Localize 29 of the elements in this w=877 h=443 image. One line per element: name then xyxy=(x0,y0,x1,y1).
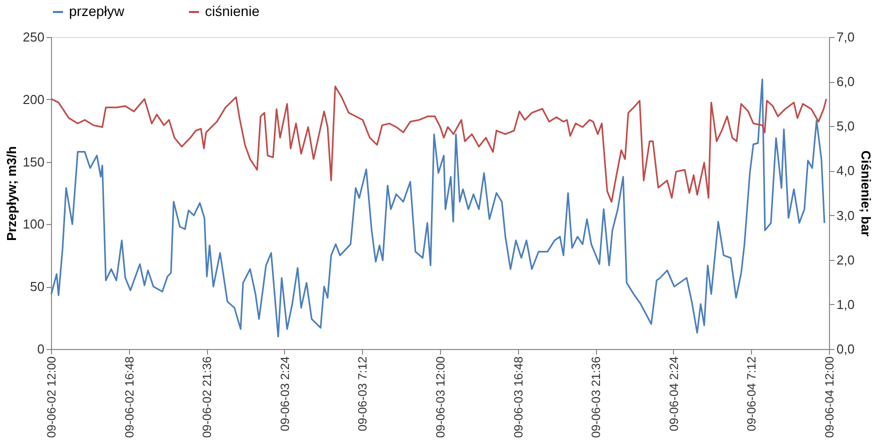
legend-label: ciśnienie xyxy=(205,3,260,19)
y2-tick-label: 2,0 xyxy=(836,252,855,268)
y2-tick-label: 4,0 xyxy=(836,163,855,178)
x-tick-label: 09-06-02 16:48 xyxy=(122,356,136,438)
x-tick-label: 09-06-04 12:00 xyxy=(822,356,836,438)
y-tick-label: 250 xyxy=(22,30,44,44)
y-tick-label: 150 xyxy=(22,154,44,170)
x-tick-label: 09-06-04 7:12 xyxy=(744,356,759,432)
y2-tick-label: 0,0 xyxy=(836,342,855,356)
y2-tick-label: 3,0 xyxy=(836,208,855,223)
x-tick-label: 09-06-03 7:12 xyxy=(356,356,370,432)
y2-tick-label: 1,0 xyxy=(836,296,855,312)
y-tick-label: 100 xyxy=(22,216,44,232)
y-tick-label: 0 xyxy=(37,342,44,356)
x-tick-label: 09-06-03 12:00 xyxy=(434,356,448,438)
x-tick-label: 09-06-03 21:36 xyxy=(589,356,604,438)
y-tick-label: 200 xyxy=(22,92,44,107)
y2-tick-label: 5,0 xyxy=(836,118,855,134)
y-axis-title: Przepływ; m3/h xyxy=(4,146,19,241)
legend-label: przepływ xyxy=(69,3,126,19)
x-tick-label: 09-06-02 12:00 xyxy=(44,356,58,438)
y2-axis-title: Ciśnienie; bar xyxy=(858,150,874,236)
x-tick-label: 09-06-02 21:36 xyxy=(200,356,214,438)
x-tick-label: 09-06-04 2:24 xyxy=(666,356,681,432)
x-tick-label: 09-06-03 2:24 xyxy=(278,356,292,432)
y2-tick-label: 6,0 xyxy=(836,74,855,90)
y-tick-label: 50 xyxy=(30,279,44,294)
x-tick-label: 09-06-03 16:48 xyxy=(511,356,526,438)
y2-tick-label: 7,0 xyxy=(836,30,855,44)
